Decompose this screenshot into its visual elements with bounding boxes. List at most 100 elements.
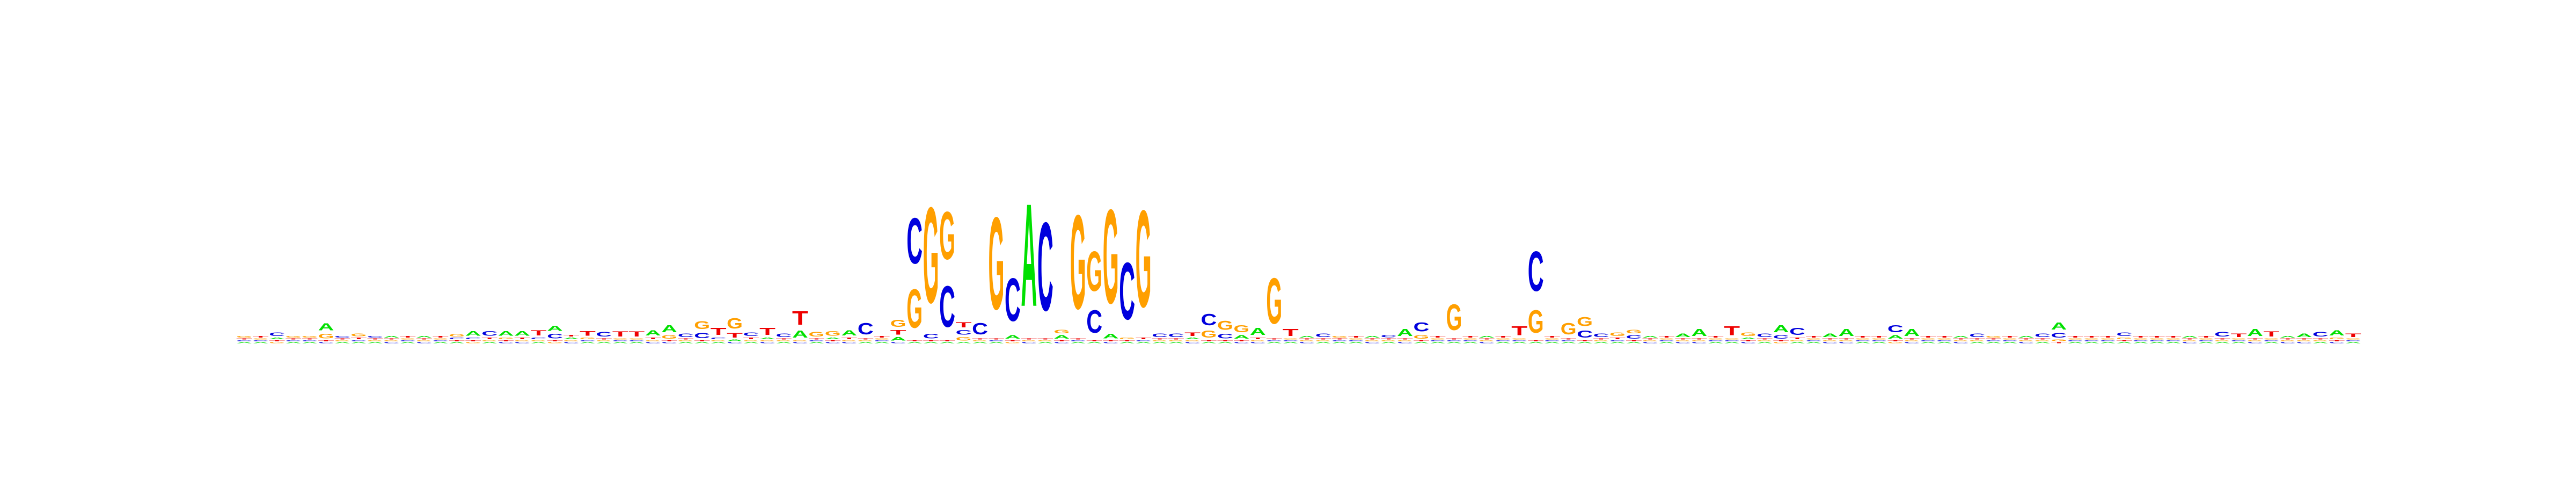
logo-letter-t-pos-87: T [1642,338,1658,340]
logo-letter-a-pos-90: A [1691,327,1707,338]
logo-letter-g-pos-117: G [2133,338,2149,340]
logo-letter-c-pos-49: C [1021,342,1037,343]
logo-letter-c-pos-21: C [564,342,580,343]
logo-letter-a-pos-34: A [776,342,792,343]
logo-letter-g-pos-73: G [1414,334,1430,340]
logo-letter-t-pos-29: T [694,340,710,341]
logo-letter-g-pos-13: G [433,338,449,340]
logo-letter-t-pos-43: T [923,340,939,341]
logo-letter-t-pos-35: T [792,308,808,330]
logo-letter-g-pos-78: G [1495,338,1511,340]
logo-letter-g-pos-63: G [1250,340,1266,341]
logo-letter-t-pos-118: T [2149,335,2165,338]
logo-letter-t-pos-25: T [628,330,645,338]
logo-letter-a-pos-72: A [1397,327,1413,338]
logo-letter-a-pos-77: A [1479,335,1495,338]
logo-letter-t-pos-13: T [433,335,449,338]
logo-letter-g-pos-119: G [2165,338,2182,340]
logo-letter-c-pos-62: C [1233,342,1249,343]
logo-letter-g-pos-68: G [1331,335,1348,338]
logo-letter-a-pos-117: A [2133,342,2149,343]
logo-letter-c-pos-13: C [433,340,449,341]
logo-letter-c-pos-129: C [2329,342,2345,343]
logo-letter-c-pos-14: C [449,337,465,340]
logo-letter-c-pos-55: C [1119,245,1135,337]
logo-letter-g-pos-76: G [1462,338,1479,340]
logo-letter-c-pos-22: C [580,340,596,341]
logo-letter-g-pos-118: G [2149,338,2165,340]
logo-letter-a-pos-80: A [1528,342,1544,343]
logo-letter-t-pos-46: T [972,338,988,340]
logo-letter-g-pos-90: G [1691,340,1707,341]
logo-letter-t-pos-90: T [1691,338,1707,340]
logo-letter-c-pos-33: C [759,342,775,343]
logo-letter-c-pos-126: C [2280,342,2296,343]
logo-letter-t-pos-8: T [351,337,367,340]
logo-letter-g-pos-51: G [1053,329,1070,334]
logo-letter-a-pos-53: A [1086,342,1102,343]
logo-letter-c-pos-81: C [1544,340,1560,341]
logo-letter-c-pos-87: C [1642,342,1658,343]
logo-letter-c-pos-65: C [1283,340,1299,341]
logo-letter-g-pos-53: G [1086,239,1102,303]
logo-letter-t-pos-114: T [2083,335,2099,338]
logo-letter-t-pos-82: T [1561,338,1577,340]
logo-letter-t-pos-107: T [1969,338,1985,340]
logo-letter-g-pos-128: G [2312,340,2329,341]
logo-letter-c-pos-25: C [628,340,645,341]
logo-letter-c-pos-44: C [939,274,955,340]
logo-letter-g-pos-96: G [1789,340,1805,341]
logo-letter-c-pos-56: C [1136,340,1152,341]
logo-letter-g-pos-48: G [1005,342,1021,343]
logo-letter-t-pos-5: T [302,338,318,340]
logo-letter-a-pos-87: A [1642,335,1658,338]
logo-letter-g-pos-126: G [2280,340,2296,341]
logo-letter-c-pos-99: C [1839,342,1855,343]
logo-letter-t-pos-94: T [1757,338,1773,340]
logo-letter-a-pos-74: A [1430,342,1446,343]
logo-letter-a-pos-25: A [628,342,645,343]
logo-letter-g-pos-91: G [1708,338,1724,340]
logo-letter-t-pos-78: T [1495,335,1511,338]
logo-letter-c-pos-18: C [514,342,530,343]
logo-letter-c-pos-123: C [2231,340,2247,341]
logo-letter-t-pos-52: T [1070,338,1086,340]
logo-letter-g-pos-40: G [874,338,890,340]
logo-letter-g-pos-42: G [906,279,923,340]
logo-letter-t-pos-84: T [1593,338,1609,340]
logo-letter-g-pos-64: G [1266,265,1282,338]
logo-letter-c-pos-67: C [1315,333,1331,338]
logo-letter-t-pos-116: T [2116,340,2132,341]
logo-letter-a-pos-31: A [727,339,743,342]
logo-letter-c-pos-82: C [1561,340,1577,341]
logo-letter-t-pos-75: T [1446,338,1462,340]
logo-letter-a-pos-95: A [1773,323,1789,334]
logo-letter-t-pos-36: T [808,338,824,340]
logo-letter-c-pos-106: C [1953,342,1969,343]
logo-letter-a-pos-9: A [367,342,383,343]
logo-letter-a-pos-69: A [1348,342,1364,343]
logo-letter-c-pos-1: C [236,340,252,341]
logo-letter-c-pos-116: C [2116,332,2132,337]
logo-letter-a-pos-104: A [1920,342,1936,343]
logo-letter-c-pos-71: C [1381,334,1397,338]
logo-letter-g-pos-1: G [236,335,252,338]
logo-letter-c-pos-27: C [661,342,677,343]
logo-letter-g-pos-39: G [858,340,874,341]
logo-letter-c-pos-102: C [1887,323,1904,334]
logo-letter-t-pos-49: T [1021,338,1037,340]
logo-letter-c-pos-76: C [1462,340,1479,341]
logo-letter-t-pos-101: T [1871,335,1887,338]
logo-letter-t-pos-28: T [678,338,694,340]
logo-letter-c-pos-93: C [1740,342,1757,343]
logo-letter-t-pos-105: T [1936,335,1952,338]
logo-letter-t-pos-67: T [1315,338,1331,340]
logo-letter-t-pos-95: T [1773,340,1789,341]
logo-letter-t-pos-53: T [1086,340,1102,341]
logo-letter-g-pos-116: G [2116,337,2132,340]
logo-letter-t-pos-92: T [1724,324,1740,338]
logo-letter-g-pos-130: G [2345,338,2361,340]
logo-letter-a-pos-46: A [972,342,988,343]
logo-letter-c-pos-15: C [465,337,481,340]
logo-letter-g-pos-66: G [1299,340,1315,341]
